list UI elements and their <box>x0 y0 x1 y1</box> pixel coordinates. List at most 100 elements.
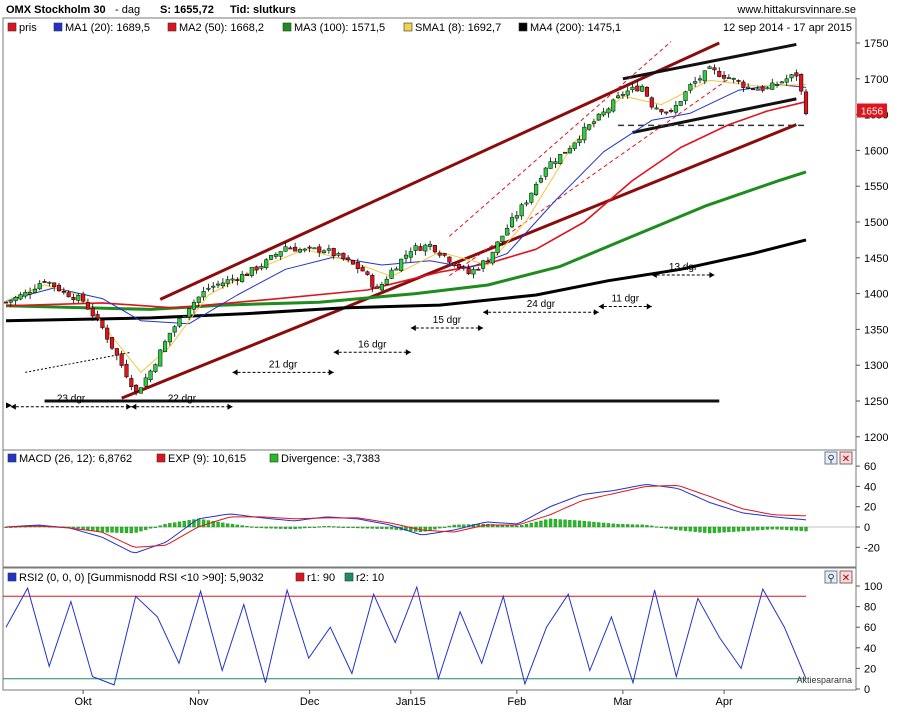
divergence-bar <box>654 526 659 528</box>
divergence-bar <box>568 519 572 528</box>
divergence-bar <box>95 526 100 532</box>
divergence-bar <box>645 524 649 528</box>
candle-up <box>558 154 563 164</box>
divergence-bar <box>558 519 562 528</box>
candle-down <box>346 257 351 261</box>
current-price-tag-label: 1656 <box>861 107 884 118</box>
day-count-arrow-right <box>478 324 484 331</box>
candle-up <box>591 121 597 124</box>
candle-up <box>23 292 28 297</box>
divergence-bar <box>173 522 177 528</box>
macd-legend-swatch-2 <box>269 453 279 463</box>
divergence-bar <box>317 526 321 528</box>
x-tick-label: Apr <box>716 696 733 708</box>
candle-down <box>659 109 664 113</box>
candle-up <box>182 315 187 318</box>
divergence-bar <box>346 526 350 528</box>
candle-up <box>471 268 476 275</box>
rsi-close-icon[interactable]: ✕ <box>839 570 853 584</box>
divergence-bar <box>789 526 794 531</box>
divergence-bar <box>201 519 206 528</box>
price-legend-label-5: MA4 (200): 1475,1 <box>530 22 621 34</box>
macd-legend-label-1: EXP (9): 10,615 <box>168 453 246 465</box>
candle-up <box>755 88 760 91</box>
macd-close-icon[interactable]: ✕ <box>839 451 853 465</box>
candle-up <box>538 178 543 183</box>
candle-up <box>172 326 177 333</box>
candle-up <box>177 317 182 327</box>
divergence-bar <box>370 526 374 529</box>
price-ytick-label: 1450 <box>864 253 888 265</box>
candle-down <box>635 85 640 92</box>
day-count-label: 15 dgr <box>433 315 462 326</box>
divergence-bar <box>307 526 312 528</box>
divergence-bar <box>544 519 548 528</box>
day-count-arrow-right <box>126 403 132 410</box>
candle-up <box>765 87 770 90</box>
macd-settings-icon[interactable]: ⚲ <box>824 451 838 465</box>
price-legend-label-0: pris <box>19 22 37 34</box>
candle-down <box>109 337 115 349</box>
left-arrow-marker <box>6 402 12 409</box>
divergence-bar <box>322 526 326 528</box>
candle-up <box>13 297 18 302</box>
day-count-label: 16 dgr <box>358 339 387 350</box>
divergence-bar <box>226 523 230 528</box>
rsi-legend-swatch-1 <box>295 572 305 582</box>
macd-ytick-label: 60 <box>864 461 876 473</box>
divergence-bar <box>601 522 606 528</box>
day-count-arrow-right <box>646 303 652 310</box>
candle-down <box>124 364 129 378</box>
divergence-bar <box>264 526 268 529</box>
divergence-bar <box>288 526 292 530</box>
divergence-bar <box>76 526 80 529</box>
divergence-bar <box>606 523 611 528</box>
day-count-arrow-right <box>227 403 233 410</box>
candle-up <box>143 377 148 387</box>
candle-down <box>331 248 336 257</box>
rsi-legend-swatch-2 <box>344 572 354 582</box>
price-legend-label-3: MA3 (100): 1571,5 <box>294 22 385 34</box>
candle-up <box>413 245 418 251</box>
rsi-legend-label-2: r2: 10 <box>356 572 384 584</box>
candle-down <box>85 302 90 310</box>
candle-up <box>428 243 433 247</box>
dashed-trend-arrow <box>25 351 132 373</box>
rsi-settings-icon[interactable]: ⚲ <box>824 570 838 584</box>
divergence-bar <box>659 526 664 528</box>
divergence-bar <box>139 526 143 532</box>
divergence-bar <box>707 526 712 534</box>
price-legend-swatch-5 <box>518 22 528 32</box>
divergence-bar <box>105 526 109 533</box>
day-count-label: 11 dgr <box>611 293 639 304</box>
divergence-bar <box>134 526 138 533</box>
price-ytick-label: 1550 <box>864 181 888 193</box>
candle-up <box>162 341 168 352</box>
candle-down <box>254 266 259 271</box>
price-ytick-label: 1350 <box>864 324 888 336</box>
candle-up <box>230 278 235 281</box>
candle-up <box>384 278 389 285</box>
candle-up <box>524 202 529 205</box>
ma-line-ma2-50- <box>5 100 807 309</box>
macd-legend-label-0: MACD (26, 12): 6,8762 <box>19 453 132 465</box>
candle-up <box>630 86 635 91</box>
candle-down <box>52 282 57 288</box>
divergence-bar <box>683 526 688 531</box>
candle-down <box>799 74 804 92</box>
price-legend-swatch-3 <box>282 22 292 32</box>
site-label[interactable]: www.hittakursvinnare.se <box>736 4 856 16</box>
candle-down <box>293 246 298 252</box>
candle-down <box>760 86 765 91</box>
candle-down <box>437 252 442 256</box>
divergence-bar <box>433 526 437 530</box>
divergence-bar <box>279 526 283 529</box>
price-panel: 1200125013001350140014501500155016001650… <box>3 38 888 444</box>
candle-up <box>702 70 707 82</box>
candle-down <box>370 274 375 288</box>
divergence-bar <box>741 526 745 532</box>
divergence-bar <box>457 524 461 528</box>
divergence-bar <box>124 526 129 534</box>
candle-up <box>389 269 394 279</box>
candle-down <box>664 111 669 114</box>
